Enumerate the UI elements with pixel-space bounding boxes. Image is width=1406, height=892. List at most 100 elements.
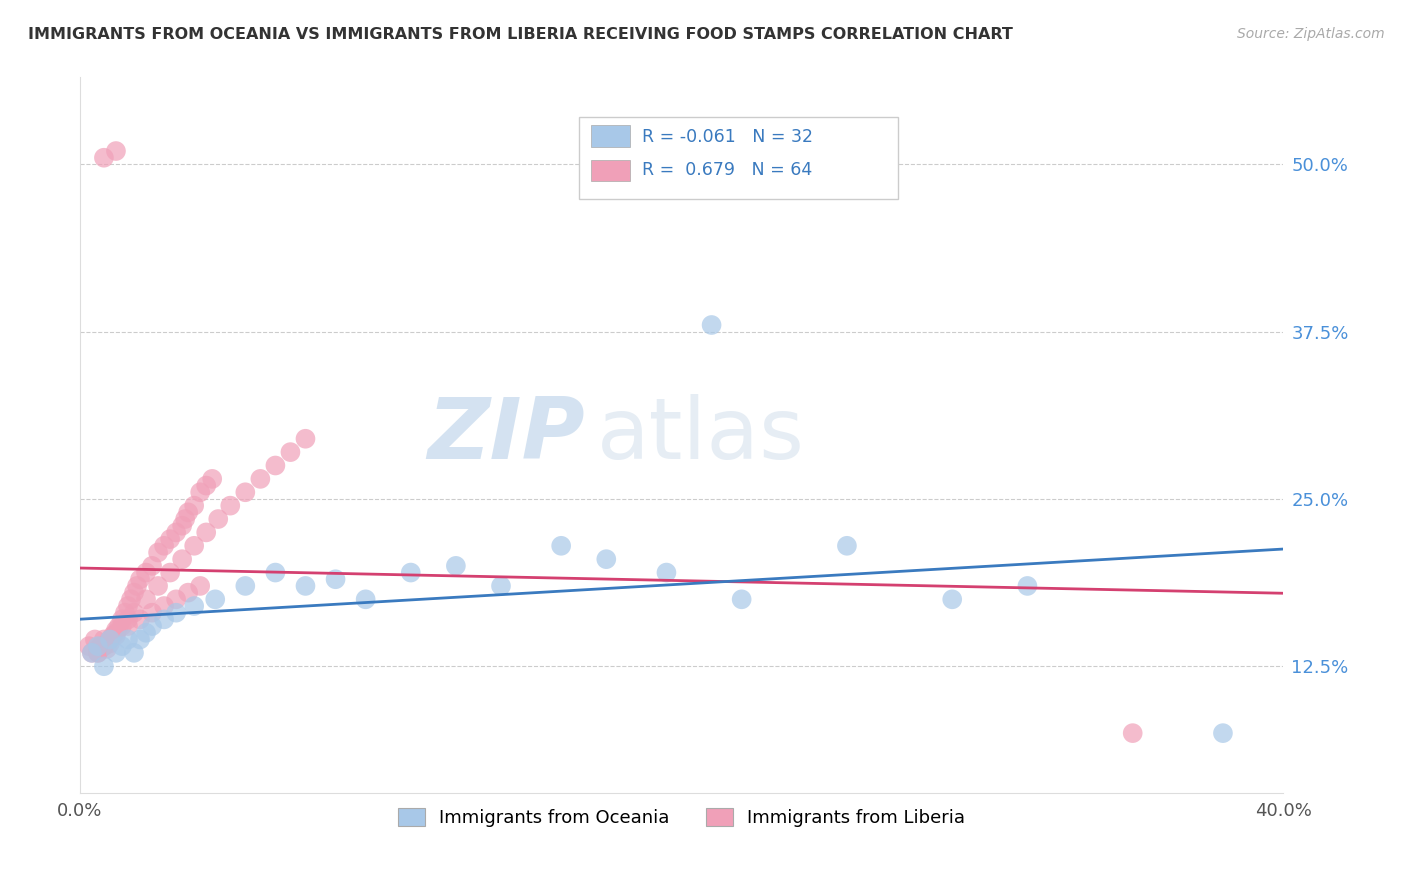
- Point: [153, 599, 176, 613]
- FancyBboxPatch shape: [592, 160, 630, 181]
- Text: Source: ZipAtlas.com: Source: ZipAtlas.com: [1237, 27, 1385, 41]
- Point: [104, 625, 127, 640]
- Text: ZIP: ZIP: [427, 394, 585, 477]
- Point: [93, 151, 115, 165]
- Point: [165, 592, 187, 607]
- Point: [183, 499, 205, 513]
- Point: [204, 592, 226, 607]
- Point: [87, 641, 110, 656]
- Point: [177, 585, 200, 599]
- Point: [101, 628, 124, 642]
- Point: [444, 558, 467, 573]
- Point: [188, 485, 211, 500]
- Point: [111, 612, 134, 626]
- Point: [177, 505, 200, 519]
- Point: [117, 632, 139, 647]
- Point: [98, 632, 121, 647]
- Point: [172, 518, 194, 533]
- Point: [87, 646, 110, 660]
- Point: [141, 606, 163, 620]
- Point: [264, 566, 287, 580]
- Point: [1122, 726, 1144, 740]
- Point: [233, 485, 256, 500]
- Point: [104, 646, 127, 660]
- Point: [159, 566, 181, 580]
- Point: [941, 592, 963, 607]
- Point: [93, 632, 115, 647]
- Point: [135, 625, 157, 640]
- Point: [141, 558, 163, 573]
- Point: [183, 539, 205, 553]
- Point: [146, 545, 169, 559]
- Point: [233, 579, 256, 593]
- Point: [104, 623, 127, 637]
- Point: [93, 659, 115, 673]
- Point: [122, 585, 145, 599]
- Point: [104, 628, 127, 642]
- Point: [153, 612, 176, 626]
- Point: [201, 472, 224, 486]
- Point: [183, 599, 205, 613]
- Point: [165, 525, 187, 540]
- Point: [120, 592, 142, 607]
- Point: [129, 572, 152, 586]
- Point: [489, 579, 512, 593]
- Point: [174, 512, 197, 526]
- Point: [700, 318, 723, 332]
- Point: [153, 539, 176, 553]
- Point: [108, 619, 131, 633]
- Point: [96, 641, 118, 656]
- Point: [550, 539, 572, 553]
- Point: [129, 632, 152, 647]
- Point: [399, 566, 422, 580]
- FancyBboxPatch shape: [592, 126, 630, 147]
- Point: [125, 579, 148, 593]
- Point: [90, 639, 112, 653]
- Point: [249, 472, 271, 486]
- Point: [165, 606, 187, 620]
- Point: [1212, 726, 1234, 740]
- FancyBboxPatch shape: [579, 117, 898, 199]
- Text: atlas: atlas: [598, 394, 806, 477]
- Point: [294, 579, 316, 593]
- Point: [354, 592, 377, 607]
- Point: [835, 539, 858, 553]
- Point: [207, 512, 229, 526]
- Point: [655, 566, 678, 580]
- Point: [141, 619, 163, 633]
- Text: R = -0.061   N = 32: R = -0.061 N = 32: [641, 128, 813, 145]
- Point: [264, 458, 287, 473]
- Point: [195, 525, 218, 540]
- Legend: Immigrants from Oceania, Immigrants from Liberia: Immigrants from Oceania, Immigrants from…: [391, 801, 973, 834]
- Point: [117, 619, 139, 633]
- Point: [98, 636, 121, 650]
- Text: IMMIGRANTS FROM OCEANIA VS IMMIGRANTS FROM LIBERIA RECEIVING FOOD STAMPS CORRELA: IMMIGRANTS FROM OCEANIA VS IMMIGRANTS FR…: [28, 27, 1012, 42]
- Point: [595, 552, 617, 566]
- Point: [111, 619, 134, 633]
- Point: [325, 572, 347, 586]
- Point: [146, 579, 169, 593]
- Point: [172, 552, 194, 566]
- Point: [122, 646, 145, 660]
- Point: [135, 592, 157, 607]
- Point: [195, 478, 218, 492]
- Point: [280, 445, 302, 459]
- Point: [122, 606, 145, 620]
- Point: [104, 144, 127, 158]
- Point: [80, 646, 103, 660]
- Point: [188, 579, 211, 593]
- Point: [87, 639, 110, 653]
- Point: [98, 632, 121, 647]
- Point: [93, 639, 115, 653]
- Point: [1017, 579, 1039, 593]
- Point: [93, 639, 115, 653]
- Point: [117, 599, 139, 613]
- Point: [730, 592, 752, 607]
- Point: [219, 499, 242, 513]
- Point: [117, 612, 139, 626]
- Point: [77, 639, 100, 653]
- Point: [111, 639, 134, 653]
- Point: [294, 432, 316, 446]
- Point: [84, 632, 107, 647]
- Point: [129, 612, 152, 626]
